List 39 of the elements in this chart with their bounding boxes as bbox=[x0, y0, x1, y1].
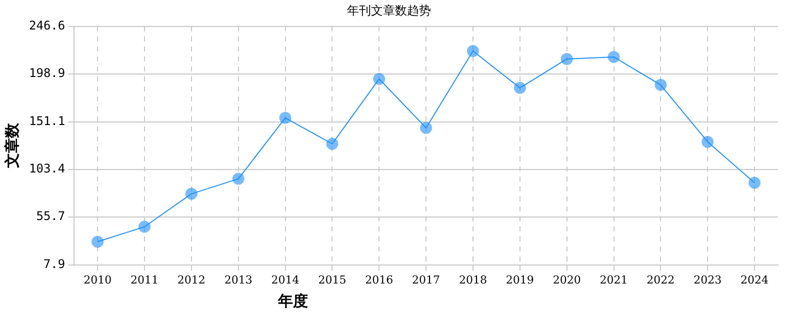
y-tick-label: 198.9 bbox=[29, 66, 66, 80]
point bbox=[326, 138, 338, 150]
x-tick-label: 2014 bbox=[271, 273, 300, 286]
x-tick-label: 2019 bbox=[506, 273, 534, 286]
x-tick-label: 2024 bbox=[740, 273, 769, 286]
y-tick-label: 7.9 bbox=[43, 256, 66, 271]
point bbox=[92, 236, 104, 248]
point bbox=[279, 112, 292, 124]
point bbox=[702, 136, 714, 148]
x-tick-label: 2021 bbox=[600, 273, 628, 286]
chart-title: 年刊文章数趋势 bbox=[347, 3, 431, 18]
y-tick-label: 151.1 bbox=[29, 114, 66, 128]
point bbox=[185, 188, 198, 200]
x-tick-label: 2022 bbox=[646, 273, 675, 286]
point bbox=[514, 82, 526, 94]
x-tick-label: 2011 bbox=[130, 273, 159, 286]
x-tick-label: 2020 bbox=[552, 273, 581, 286]
point bbox=[560, 52, 573, 65]
x-tick-label: 2015 bbox=[318, 273, 346, 286]
point bbox=[608, 50, 620, 63]
x-tick-label: 2010 bbox=[84, 273, 112, 286]
x-tick-label: 2016 bbox=[365, 273, 394, 286]
x-tick-label: 2017 bbox=[412, 273, 440, 286]
x-tick-label: 2013 bbox=[224, 273, 252, 286]
point bbox=[232, 172, 244, 185]
x-tick-label: 2012 bbox=[177, 273, 206, 286]
y-axis-title: 文章数 bbox=[2, 122, 21, 170]
point bbox=[138, 220, 151, 233]
point bbox=[748, 176, 761, 189]
x-tick-label: 2018 bbox=[458, 273, 487, 286]
x-tick-label: 2023 bbox=[694, 273, 722, 286]
y-tick-label: 246.6 bbox=[29, 18, 66, 33]
y-tick-label: 55.7 bbox=[36, 209, 66, 224]
point bbox=[466, 44, 479, 57]
point bbox=[654, 78, 667, 91]
point bbox=[373, 72, 386, 85]
x-axis-title: 年度 bbox=[278, 292, 308, 311]
point bbox=[420, 122, 432, 134]
y-tick-label: 103.4 bbox=[29, 162, 66, 176]
